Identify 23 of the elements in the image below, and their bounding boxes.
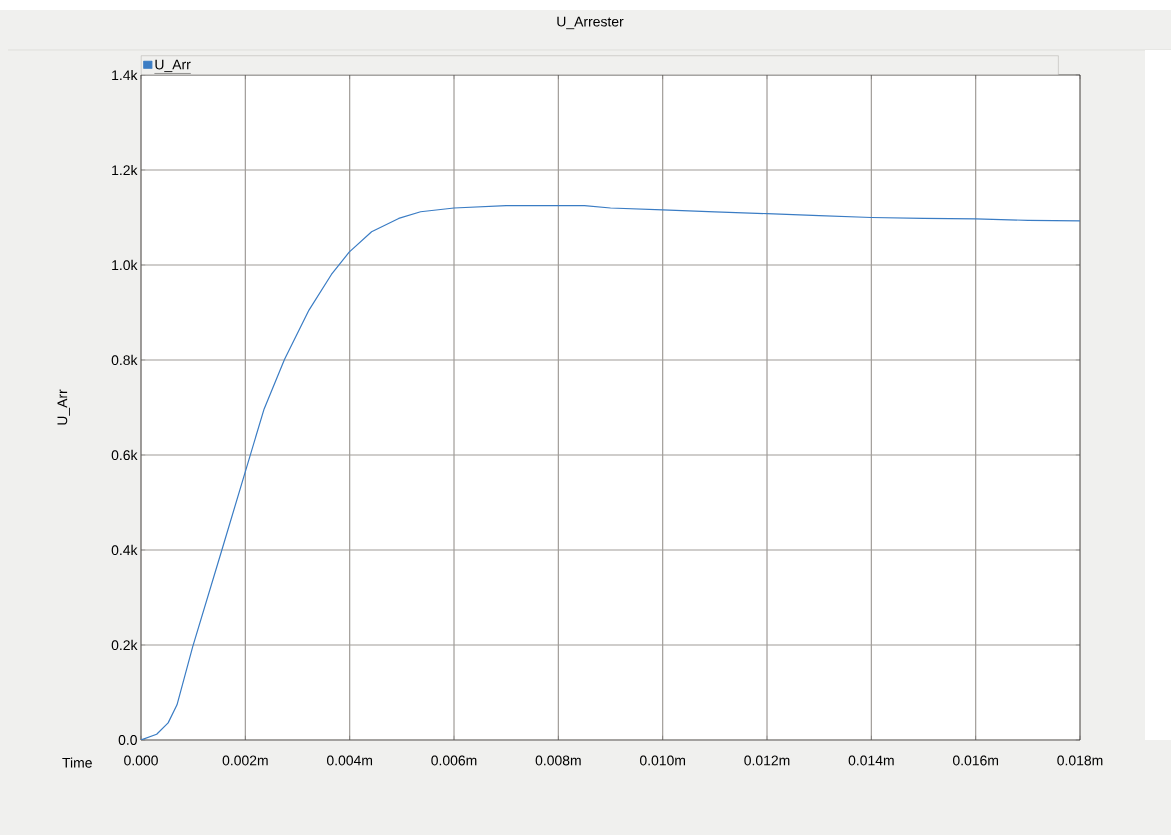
- y-tick-label: 0.6k: [111, 449, 138, 461]
- x-tick-label: 0.008m: [535, 755, 581, 766]
- x-axis-title: Time: [62, 757, 92, 768]
- chart-title: U_Arrester: [557, 16, 624, 30]
- line-series: [141, 205, 1081, 740]
- x-tick-label: 0.018m: [1057, 755, 1103, 766]
- x-tick-label: 0.000: [124, 755, 158, 766]
- x-tick-label: 0.004m: [326, 755, 373, 766]
- y-tick-label: 0.4k: [111, 544, 138, 556]
- y-tick-label: 1.4k: [112, 69, 138, 81]
- x-tick-label: 0.006m: [431, 755, 477, 766]
- x-tick-label: 0.012m: [744, 755, 790, 766]
- x-tick-label: 0.014m: [848, 755, 894, 766]
- x-tick-label: 0.010m: [639, 755, 686, 766]
- y-tick-label: 0.0: [118, 735, 137, 745]
- y-tick-label: 1.0k: [112, 259, 138, 271]
- legend-label: U_Arr: [155, 59, 191, 73]
- y-axis-title: U_Arr: [57, 389, 70, 425]
- x-tick-label: 0.002m: [222, 755, 268, 766]
- y-tick-label: 0.2k: [111, 639, 138, 651]
- y-tick-label: 1.2k: [112, 164, 138, 176]
- y-tick-label: 0.8k: [111, 354, 138, 366]
- x-tick-label: 0.016m: [952, 755, 999, 766]
